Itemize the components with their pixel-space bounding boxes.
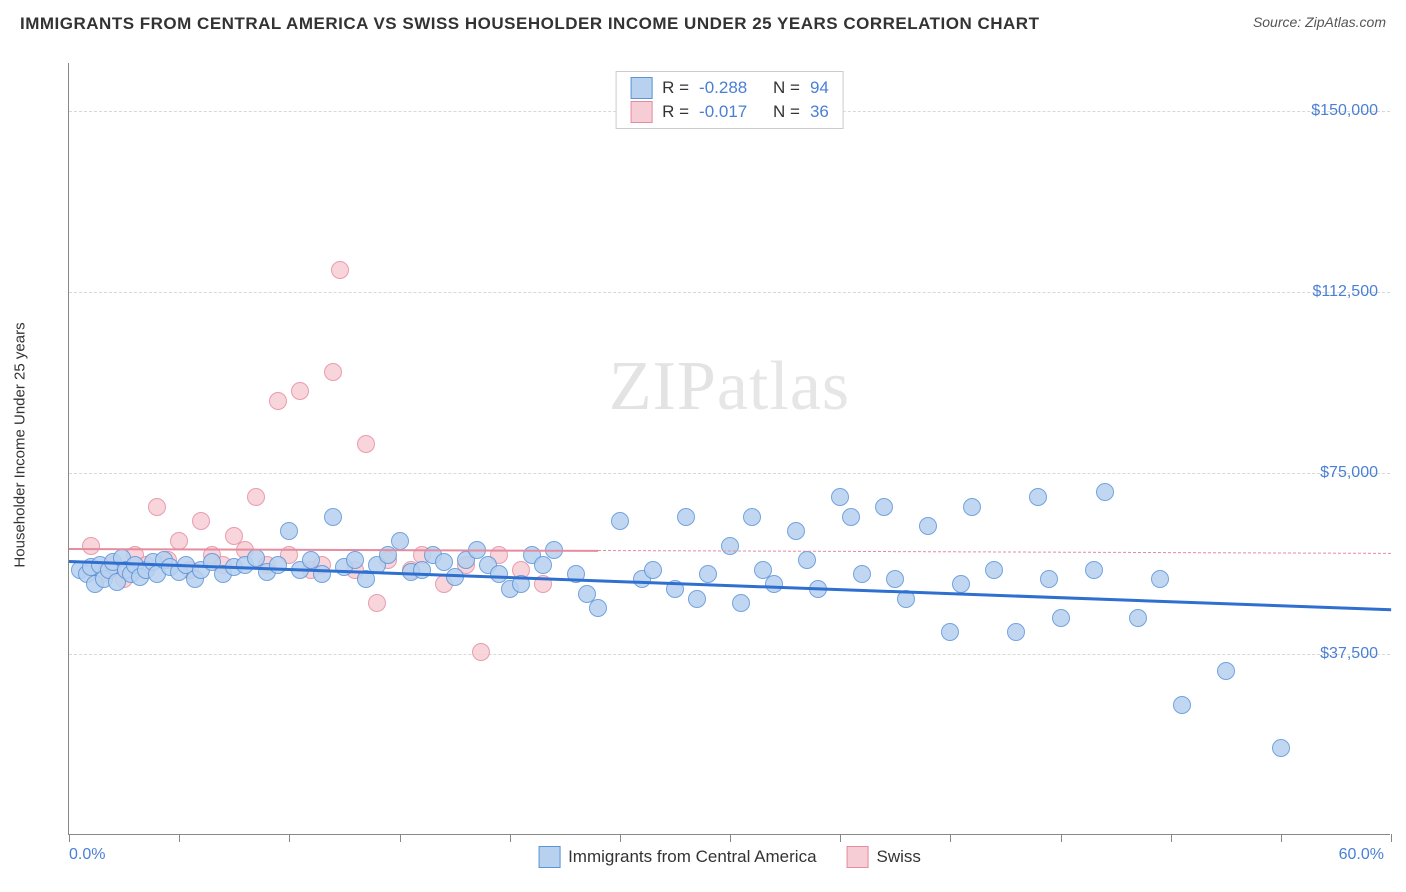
n-label: N = bbox=[773, 102, 800, 122]
x-tick bbox=[1391, 834, 1392, 842]
x-tick bbox=[1061, 834, 1062, 842]
trend-central-america bbox=[69, 560, 1391, 611]
correlation-legend: R = -0.288 N = 94 R = -0.017 N = 36 bbox=[615, 71, 844, 129]
point-central-america bbox=[743, 508, 761, 526]
point-central-america bbox=[1052, 609, 1070, 627]
plot-region: ZIPatlas $37,500$75,000$112,500$150,0000… bbox=[68, 63, 1390, 835]
gridline bbox=[69, 654, 1390, 655]
r-value: -0.017 bbox=[699, 102, 763, 122]
watermark: ZIPatlas bbox=[609, 347, 850, 427]
point-central-america bbox=[1173, 696, 1191, 714]
x-tick bbox=[730, 834, 731, 842]
point-central-america bbox=[1151, 570, 1169, 588]
point-central-america bbox=[853, 565, 871, 583]
chart-area: Householder Income Under 25 years ZIPatl… bbox=[50, 55, 1390, 835]
x-axis-label: 60.0% bbox=[1339, 846, 1384, 864]
point-central-america bbox=[280, 522, 298, 540]
point-swiss bbox=[368, 594, 386, 612]
point-swiss bbox=[324, 363, 342, 381]
y-tick-label: $112,500 bbox=[1312, 283, 1378, 301]
n-value: 94 bbox=[810, 78, 829, 98]
point-central-america bbox=[346, 551, 364, 569]
x-tick bbox=[69, 834, 70, 842]
point-swiss bbox=[331, 261, 349, 279]
x-axis-label: 0.0% bbox=[69, 846, 105, 864]
point-central-america bbox=[831, 488, 849, 506]
n-value: 36 bbox=[810, 102, 829, 122]
x-tick bbox=[950, 834, 951, 842]
n-label: N = bbox=[773, 78, 800, 98]
y-tick-label: $75,000 bbox=[1320, 464, 1378, 482]
point-central-america bbox=[765, 575, 783, 593]
source-label: Source: bbox=[1253, 14, 1301, 30]
point-central-america bbox=[644, 561, 662, 579]
point-central-america bbox=[1040, 570, 1058, 588]
point-swiss bbox=[472, 643, 490, 661]
y-tick-label: $150,000 bbox=[1311, 102, 1378, 120]
x-tick bbox=[620, 834, 621, 842]
x-tick bbox=[840, 834, 841, 842]
point-swiss bbox=[170, 532, 188, 550]
chart-title: IMMIGRANTS FROM CENTRAL AMERICA VS SWISS… bbox=[20, 14, 1039, 34]
point-central-america bbox=[798, 551, 816, 569]
legend-swatch bbox=[847, 846, 869, 868]
legend-label: Immigrants from Central America bbox=[568, 847, 816, 867]
r-label: R = bbox=[662, 102, 689, 122]
y-axis-label: Householder Income Under 25 years bbox=[12, 322, 29, 567]
legend-swatch bbox=[538, 846, 560, 868]
r-value: -0.288 bbox=[699, 78, 763, 98]
point-swiss bbox=[82, 537, 100, 555]
point-central-america bbox=[787, 522, 805, 540]
point-central-america bbox=[875, 498, 893, 516]
point-central-america bbox=[589, 599, 607, 617]
x-tick bbox=[510, 834, 511, 842]
point-central-america bbox=[919, 517, 937, 535]
source: Source: ZipAtlas.com bbox=[1253, 14, 1386, 30]
point-central-america bbox=[1085, 561, 1103, 579]
point-central-america bbox=[1129, 609, 1147, 627]
x-tick bbox=[400, 834, 401, 842]
x-tick bbox=[179, 834, 180, 842]
legend-swatch bbox=[630, 77, 652, 99]
point-swiss bbox=[357, 435, 375, 453]
point-central-america bbox=[611, 512, 629, 530]
point-swiss bbox=[148, 498, 166, 516]
gridline bbox=[69, 473, 1390, 474]
trend-swiss-extrapolated bbox=[598, 550, 1391, 554]
point-central-america bbox=[985, 561, 1003, 579]
point-central-america bbox=[1096, 483, 1114, 501]
x-tick bbox=[289, 834, 290, 842]
point-swiss bbox=[247, 488, 265, 506]
point-central-america bbox=[952, 575, 970, 593]
point-central-america bbox=[941, 623, 959, 641]
point-central-america bbox=[269, 556, 287, 574]
trend-swiss bbox=[69, 548, 598, 552]
point-central-america bbox=[1029, 488, 1047, 506]
point-central-america bbox=[391, 532, 409, 550]
point-swiss bbox=[291, 382, 309, 400]
x-tick bbox=[1281, 834, 1282, 842]
point-central-america bbox=[721, 537, 739, 555]
r-label: R = bbox=[662, 78, 689, 98]
point-central-america bbox=[324, 508, 342, 526]
point-central-america bbox=[963, 498, 981, 516]
series-legend: Immigrants from Central America Swiss bbox=[538, 846, 921, 868]
point-central-america bbox=[732, 594, 750, 612]
point-swiss bbox=[192, 512, 210, 530]
point-swiss bbox=[269, 392, 287, 410]
point-central-america bbox=[699, 565, 717, 583]
legend-swatch bbox=[630, 101, 652, 123]
point-central-america bbox=[677, 508, 695, 526]
point-central-america bbox=[688, 590, 706, 608]
point-central-america bbox=[886, 570, 904, 588]
point-central-america bbox=[842, 508, 860, 526]
y-tick-label: $37,500 bbox=[1320, 645, 1378, 663]
point-central-america bbox=[1217, 662, 1235, 680]
x-tick bbox=[1171, 834, 1172, 842]
legend-label: Swiss bbox=[877, 847, 921, 867]
point-central-america bbox=[1272, 739, 1290, 757]
point-central-america bbox=[1007, 623, 1025, 641]
source-value: ZipAtlas.com bbox=[1305, 14, 1386, 30]
gridline bbox=[69, 292, 1390, 293]
